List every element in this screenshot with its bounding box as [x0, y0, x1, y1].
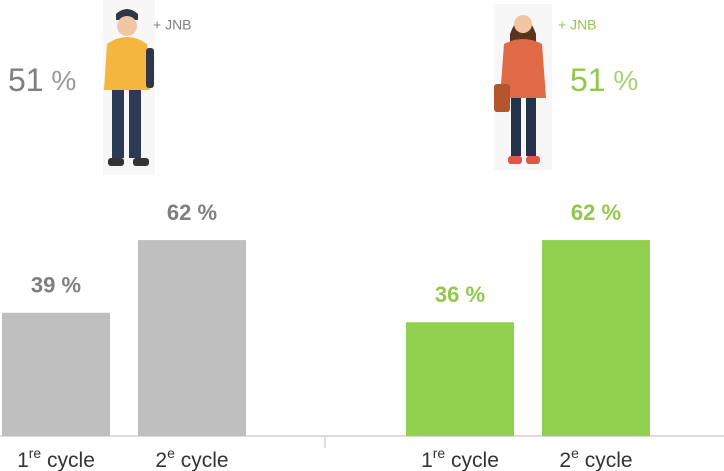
page: {"chart_data": [ {"type": "bar", "annota…: [0, 0, 724, 471]
bar: [542, 240, 650, 436]
category-label: 1re cycle: [421, 445, 499, 471]
category-label: 1re cycle: [17, 445, 95, 471]
bar: [406, 322, 514, 436]
value-label: 62 %: [167, 200, 217, 225]
annotation: + JNB: [153, 17, 192, 33]
category-label: 2e cycle: [155, 445, 228, 471]
girl-illustration: [494, 4, 552, 170]
headline: 51 %: [570, 62, 638, 98]
boy-illustration: [103, 0, 155, 175]
annotation: + JNB: [558, 17, 597, 33]
infographic: + JNB 51 % 39 % 1re cycle 62 % 2e cycle + JNB 5…: [0, 0, 724, 471]
value-label: 36 %: [435, 282, 485, 307]
value-label: 39 %: [31, 273, 81, 298]
bar: [2, 313, 110, 436]
category-label: 2e cycle: [559, 445, 632, 471]
headline: 51 %: [8, 62, 76, 98]
value-label: 62 %: [571, 200, 621, 225]
bar: [138, 240, 246, 436]
